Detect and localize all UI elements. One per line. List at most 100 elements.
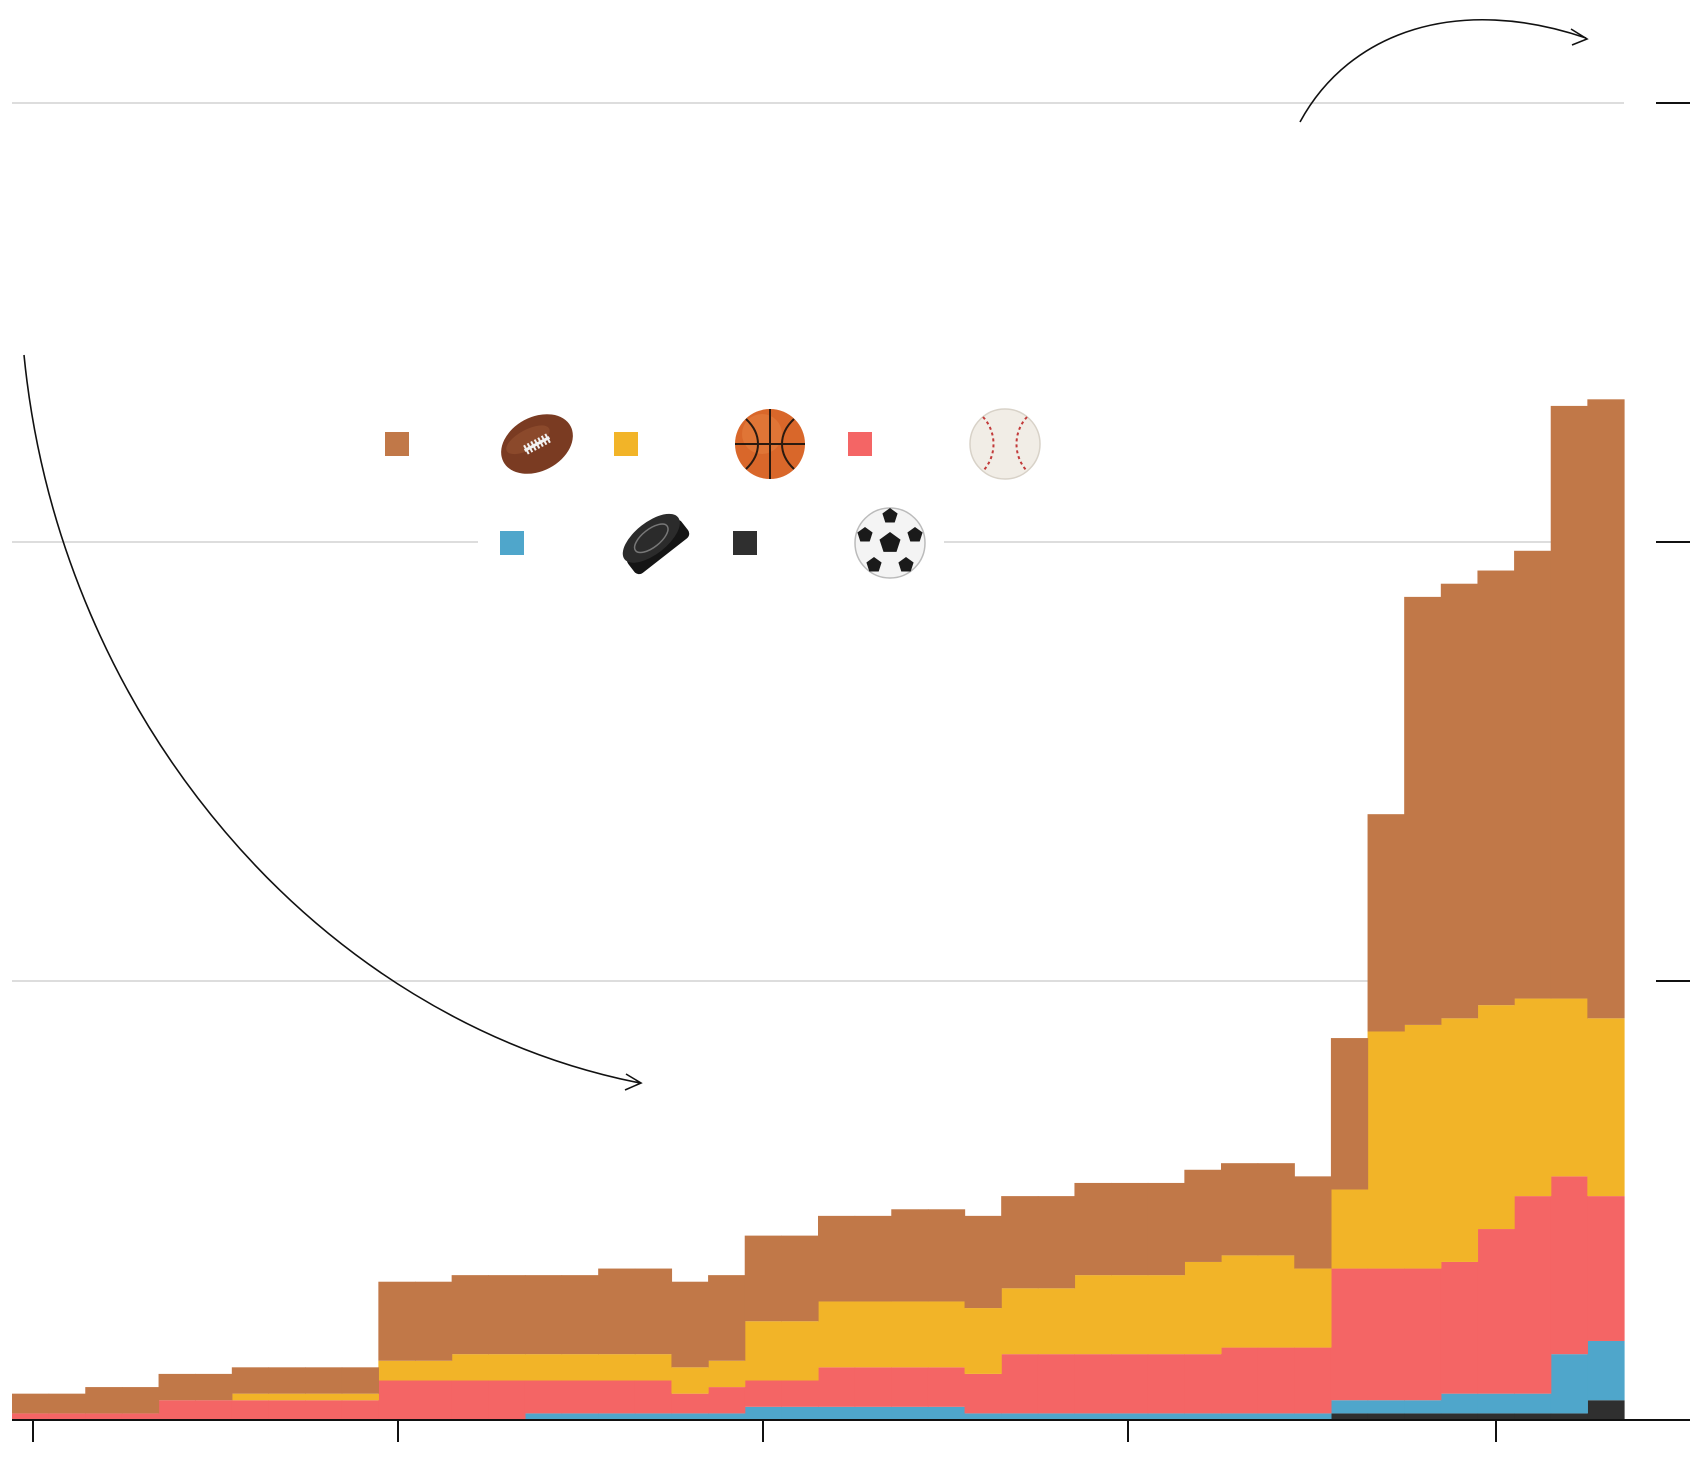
area-segment-hockey <box>1477 1393 1515 1414</box>
area-segment-baseball <box>195 1400 233 1420</box>
area-segment-basketball <box>268 1393 306 1401</box>
annotation-arrow-left <box>23 354 641 1084</box>
area-segment-baseball <box>1330 1268 1369 1401</box>
area-segment-baseball <box>378 1380 416 1420</box>
area-segment-baseball <box>1147 1354 1185 1414</box>
area-segment-baseball <box>634 1380 673 1414</box>
area-segment-hockey <box>1221 1413 1259 1420</box>
area-segment-football <box>1477 570 1515 1006</box>
area-segment-basketball <box>671 1367 709 1394</box>
area-segment-football <box>158 1373 196 1401</box>
series-football <box>12 399 1625 1414</box>
legend-swatch-baseball <box>848 432 872 456</box>
annotation-arrowhead-left <box>624 1073 643 1091</box>
area-segment-basketball <box>524 1354 563 1381</box>
area-segment-baseball <box>524 1380 563 1414</box>
area-segment-football <box>1111 1182 1149 1276</box>
area-segment-hockey <box>1550 1354 1588 1414</box>
area-segment-soccer <box>1330 1413 1369 1420</box>
area-segment-football <box>1001 1196 1039 1289</box>
area-segment-baseball <box>781 1380 819 1407</box>
area-segment-baseball <box>85 1413 123 1420</box>
area-segment-football <box>268 1367 306 1394</box>
area-segment-football <box>85 1387 123 1414</box>
annotation-arrowhead-top <box>1570 28 1589 46</box>
area-segment-baseball <box>708 1387 746 1414</box>
area-segment-football <box>708 1275 746 1361</box>
area-segment-football <box>524 1275 563 1355</box>
area-segment-hockey <box>561 1413 599 1420</box>
area-segment-baseball <box>341 1400 379 1420</box>
area-segment-football <box>195 1373 233 1401</box>
area-segment-basketball <box>1294 1268 1332 1348</box>
legend-swatch-basketball <box>614 432 638 456</box>
legend-item-baseball <box>848 408 1041 480</box>
area-segment-hockey <box>1514 1393 1552 1414</box>
area-segment-baseball <box>744 1380 782 1407</box>
area-segment-hockey <box>744 1406 782 1420</box>
area-segment-basketball <box>1550 998 1588 1177</box>
area-segment-soccer <box>1440 1413 1479 1420</box>
series-hockey <box>524 1340 1625 1420</box>
legend-item-soccer <box>733 507 926 579</box>
area-segment-football <box>1330 1038 1369 1190</box>
stacked-areas <box>12 399 1625 1420</box>
legend <box>385 408 1041 579</box>
area-segment-hockey <box>1184 1413 1222 1420</box>
area-segment-hockey <box>708 1413 746 1420</box>
area-segment-soccer <box>1514 1413 1552 1420</box>
area-segment-football <box>1147 1182 1185 1276</box>
area-segment-baseball <box>12 1413 50 1420</box>
area-segment-football <box>48 1393 86 1414</box>
legend-item-hockey <box>500 513 690 575</box>
area-segment-football <box>1587 399 1625 1019</box>
area-segment-basketball <box>744 1321 782 1381</box>
area-segment-hockey <box>1257 1413 1295 1420</box>
area-segment-hockey <box>1330 1400 1369 1414</box>
area-segment-baseball <box>231 1400 270 1420</box>
hockey-puck-icon <box>622 513 690 575</box>
area-segment-football <box>1514 550 1552 999</box>
area-segment-basketball <box>1587 1018 1625 1197</box>
area-segment-football <box>1037 1196 1076 1289</box>
area-segment-basketball <box>891 1301 929 1368</box>
area-segment-basketball <box>818 1301 856 1368</box>
area-segment-soccer <box>1477 1413 1515 1420</box>
area-segment-basketball <box>1221 1255 1259 1348</box>
area-segment-basketball <box>634 1354 673 1381</box>
area-segment-football <box>121 1387 160 1414</box>
area-segment-baseball <box>1257 1347 1295 1414</box>
area-segment-hockey <box>818 1406 856 1420</box>
area-segment-basketball <box>488 1354 526 1381</box>
basketball-icon <box>735 409 805 479</box>
area-segment-basketball <box>1514 998 1552 1197</box>
area-segment-football <box>927 1209 966 1302</box>
series-baseball <box>12 1176 1625 1420</box>
area-segment-basketball <box>561 1354 599 1381</box>
area-segment-hockey <box>598 1413 636 1420</box>
legend-item-football <box>385 414 573 474</box>
area-segment-football <box>634 1268 673 1355</box>
series-basketball <box>231 998 1625 1401</box>
area-segment-basketball <box>1477 1005 1515 1230</box>
area-segment-basketball <box>927 1301 966 1368</box>
area-segment-soccer <box>1367 1413 1405 1420</box>
area-segment-baseball <box>1477 1229 1515 1394</box>
area-segment-baseball <box>451 1380 489 1420</box>
axes <box>12 1419 1690 1442</box>
area-segment-hockey <box>1147 1413 1185 1420</box>
area-segment-football <box>1074 1182 1112 1276</box>
area-segment-basketball <box>305 1393 343 1401</box>
area-segment-football <box>1404 596 1442 1025</box>
area-segment-hockey <box>781 1406 819 1420</box>
area-segment-basketball <box>708 1360 746 1388</box>
area-segment-football <box>964 1215 1002 1309</box>
baseball-icon <box>969 408 1041 480</box>
area-segment-baseball <box>1367 1268 1405 1401</box>
area-segment-baseball <box>1111 1354 1149 1414</box>
area-segment-hockey <box>634 1413 673 1420</box>
area-segment-basketball <box>378 1360 416 1381</box>
area-segment-hockey <box>854 1406 892 1420</box>
